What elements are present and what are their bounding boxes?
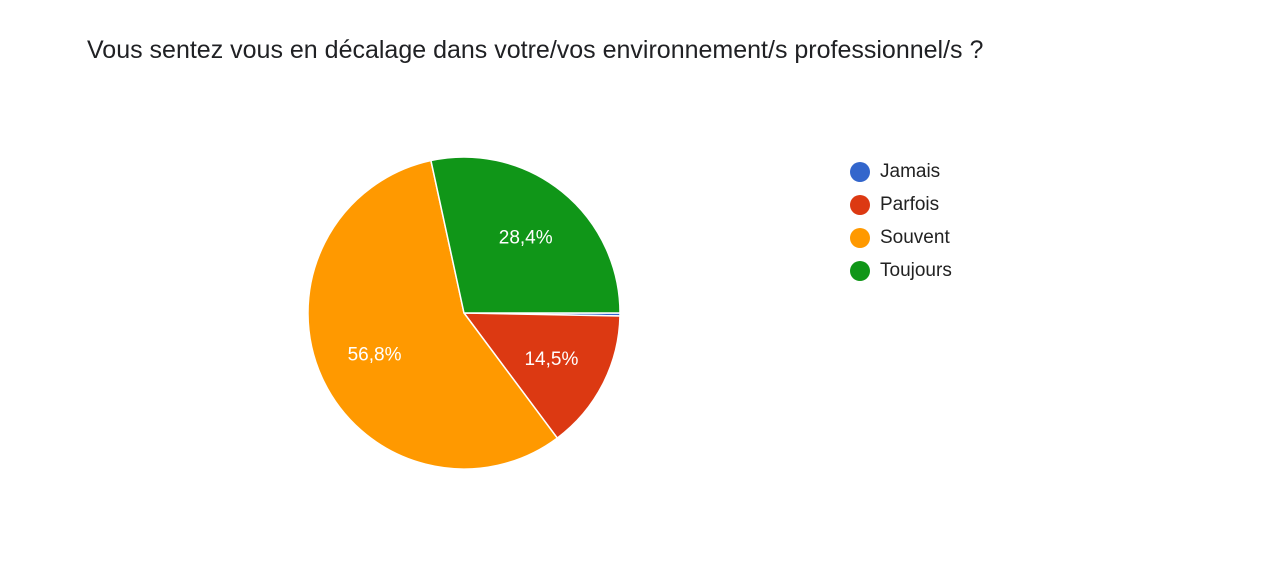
chart-title: Vous sentez vous en décalage dans votre/… bbox=[87, 36, 984, 64]
legend: Jamais Parfois Souvent Toujours bbox=[850, 155, 952, 287]
pie-label-souvent: 56,8% bbox=[348, 345, 402, 366]
legend-item-toujours[interactable]: Toujours bbox=[850, 254, 952, 287]
legend-label-parfois: Parfois bbox=[880, 193, 940, 215]
legend-label-souvent: Souvent bbox=[880, 226, 950, 248]
pie-slice-parfois[interactable] bbox=[463, 312, 621, 439]
legend-swatch-parfois bbox=[850, 194, 870, 215]
pie-slice-souvent[interactable] bbox=[307, 159, 559, 470]
legend-swatch-souvent bbox=[850, 227, 870, 248]
legend-label-toujours: Toujours bbox=[880, 259, 952, 281]
legend-item-jamais[interactable]: Jamais bbox=[850, 155, 952, 188]
legend-label-jamais: Jamais bbox=[880, 160, 941, 182]
legend-item-souvent[interactable]: Souvent bbox=[850, 221, 952, 254]
pie-label-toujours: 28,4% bbox=[499, 227, 553, 248]
legend-swatch-toujours bbox=[850, 260, 870, 281]
pie-label-parfois: 14,5% bbox=[524, 349, 578, 370]
legend-swatch-jamais bbox=[850, 161, 870, 182]
pie-slice-toujours[interactable] bbox=[430, 156, 621, 314]
legend-item-parfois[interactable]: Parfois bbox=[850, 188, 952, 221]
